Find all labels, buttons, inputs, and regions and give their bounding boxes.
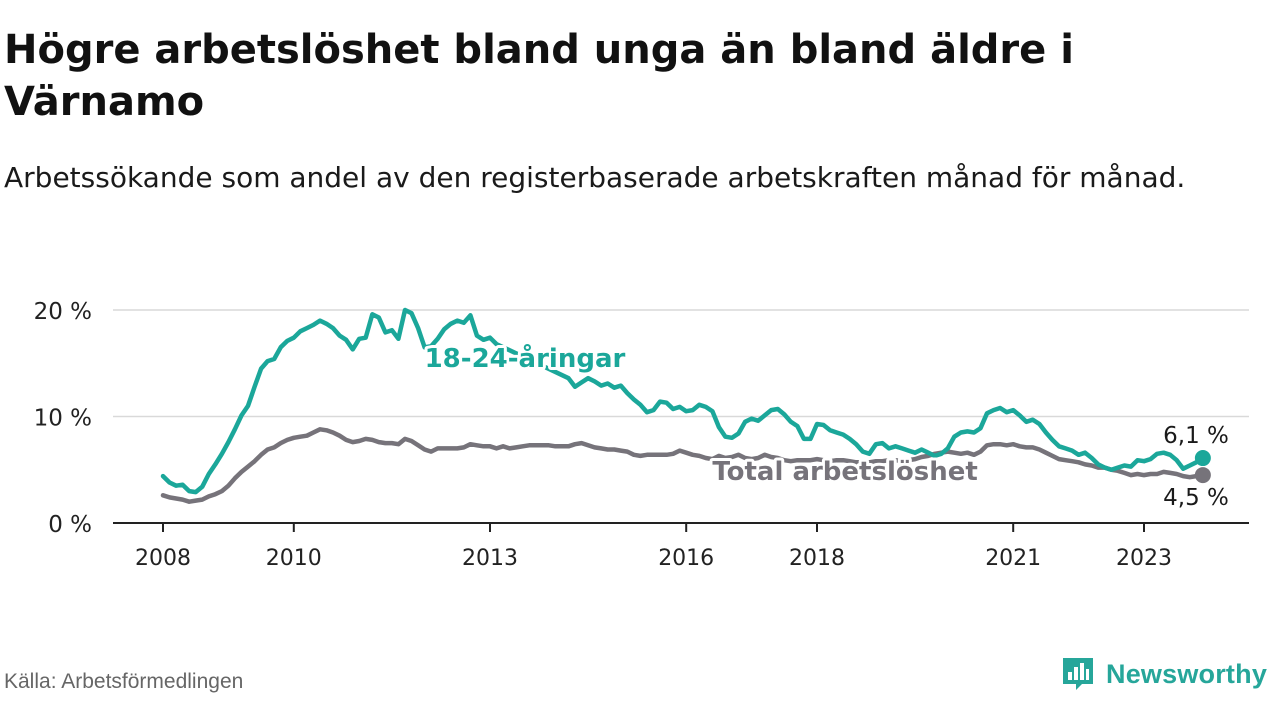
x-tick-label: 2016	[658, 546, 714, 571]
end-value-label-youth: 6,1 %	[1163, 423, 1229, 449]
chart-subtitle: Arbetssökande som andel av den registerb…	[4, 161, 1186, 194]
series-line-0	[160, 307, 1206, 495]
chart-title: Högre arbetslöshet bland unga än bland ä…	[4, 27, 1074, 125]
end-point-marker	[1194, 467, 1211, 484]
end-point-marker	[1194, 450, 1211, 467]
brand-name: Newsworthy	[1106, 658, 1268, 689]
series-label-total: Total arbetslöshet	[712, 457, 977, 487]
series-labels: 18-24-åringar Total arbetslöshet 6,1 % 4,5 …	[422, 339, 1229, 511]
newsworthy-logo-icon	[1063, 658, 1093, 690]
series-label-youth: 18-24-åringar	[425, 342, 626, 374]
y-tick-label: 20 %	[34, 299, 92, 325]
x-axis: 2008 2010 2013 2016 2018 2021 2023	[113, 522, 1249, 571]
x-tick-label: 2023	[1116, 546, 1172, 571]
x-tick-label: 2013	[462, 546, 518, 571]
end-value-label-total: 4,5 %	[1163, 485, 1229, 511]
source-note: Källa: Arbetsförmedlingen	[4, 670, 244, 693]
series-lines	[160, 307, 1211, 504]
series-line-1	[160, 427, 1206, 504]
x-tick-label: 2018	[789, 546, 845, 571]
y-axis-ticks: 0 % 10 % 20 %	[34, 299, 92, 538]
x-tick-label: 2010	[266, 546, 322, 571]
x-tick-label: 2021	[985, 546, 1041, 571]
brand-logo: Newsworthy	[1060, 654, 1267, 694]
x-tick-label: 2008	[135, 546, 191, 571]
gridlines	[113, 309, 1249, 418]
y-tick-label: 10 %	[34, 406, 92, 432]
y-tick-label: 0 %	[48, 512, 92, 538]
